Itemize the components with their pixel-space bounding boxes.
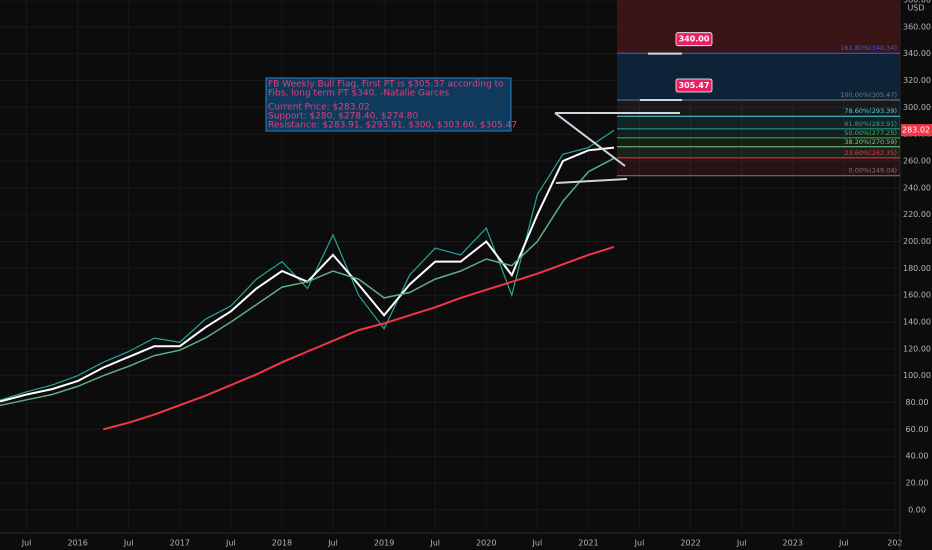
annotation-text: Resistance: $283.91, $293.91, $300, $303… — [268, 121, 517, 131]
x-tick-label: Jul — [327, 539, 338, 548]
target-label: 305.47 — [679, 81, 710, 90]
x-tick-label: Jul — [532, 539, 543, 548]
y-tick-label: 80.00 — [906, 398, 929, 407]
y-tick-label: 100.00 — [903, 371, 931, 380]
annotation-text: FB Weekly Bull Flag, First PT is $305.37… — [268, 80, 504, 90]
annotation-box — [265, 77, 512, 132]
x-tick-label: 2020 — [476, 539, 496, 548]
y-tick-label: 60.00 — [906, 425, 929, 434]
x-tick-label: 2023 — [783, 539, 803, 548]
fib-zone — [616, 100, 900, 117]
x-tick-label: 2021 — [578, 539, 598, 548]
y-tick-label: 120.00 — [903, 344, 931, 353]
trendline — [555, 178, 628, 184]
y-tick-label: 320.00 — [903, 76, 931, 85]
y-tick-label: 180.00 — [903, 264, 931, 273]
y-tick-label: 240.00 — [903, 183, 931, 192]
price-tag-label: 283.02 — [902, 126, 930, 135]
fib-zone — [616, 53, 900, 101]
x-tick-label: 2017 — [170, 539, 190, 548]
x-tick-label: Jul — [429, 539, 440, 548]
fib-label: 61.80%(283.91) — [844, 120, 897, 128]
y-tick-label: 40.00 — [906, 452, 929, 461]
x-tick-label: Jul — [634, 539, 645, 548]
y-tick-label: 140.00 — [903, 318, 931, 327]
fib-zone — [616, 116, 900, 129]
fib-zone — [616, 157, 900, 176]
y-tick-label: 380.00 — [903, 0, 931, 5]
y-tick-label: 300.00 — [903, 103, 931, 112]
trendline — [554, 112, 626, 167]
y-tick-label: 200.00 — [903, 237, 931, 246]
fib-label: 0.00%(249.04) — [849, 167, 897, 175]
y-tick-label: 160.00 — [903, 291, 931, 300]
y-tick-label: 20.00 — [906, 479, 929, 488]
fib-label: 78.60%(293.39) — [844, 107, 897, 115]
x-tick-label: Jul — [123, 539, 134, 548]
fib-label: 161.80%(340.34) — [840, 44, 897, 52]
series-line — [0, 146, 615, 403]
fib-zone — [616, 0, 900, 54]
series-line — [102, 245, 615, 431]
annotation-text: Support: $280, $278.40, $274.80 — [268, 112, 419, 122]
x-tick-label: 202 — [887, 539, 902, 548]
series-line — [0, 157, 615, 407]
y-tick-label: 220.00 — [903, 210, 931, 219]
y-tick-label: 360.00 — [903, 22, 931, 31]
fib-label: 100.00%(305.47) — [840, 91, 897, 99]
fib-label: 50.00%(277.25) — [844, 129, 897, 137]
fib-label: 38.20%(270.59) — [844, 138, 897, 146]
x-tick-label: 2016 — [67, 539, 87, 548]
y-tick-label: 0.00 — [908, 505, 926, 514]
y-tick-label: 340.00 — [903, 49, 931, 58]
x-tick-label: 2018 — [272, 539, 292, 548]
x-tick-label: 2019 — [374, 539, 394, 548]
fib-label: 23.60%(262.35) — [844, 149, 897, 157]
target-callout — [675, 78, 713, 93]
currency-label: USD — [907, 4, 924, 13]
y-tick-label: 260.00 — [903, 157, 931, 166]
fib-zone — [616, 146, 900, 158]
x-tick-label: Jul — [838, 539, 849, 548]
price-tag — [901, 124, 932, 137]
x-tick-label: 2022 — [680, 539, 700, 548]
fib-zone — [616, 137, 900, 147]
annotation-text: Fibs, long term PT $340. -Natalie Garces — [268, 89, 449, 99]
x-tick-label: Jul — [225, 539, 236, 548]
x-tick-label: Jul — [736, 539, 747, 548]
fib-zone — [616, 128, 900, 138]
x-tick-label: Jul — [21, 539, 32, 548]
target-callout — [675, 32, 713, 47]
target-label: 340.00 — [679, 35, 710, 44]
annotation-text: Current Price: $283.02 — [268, 103, 370, 113]
